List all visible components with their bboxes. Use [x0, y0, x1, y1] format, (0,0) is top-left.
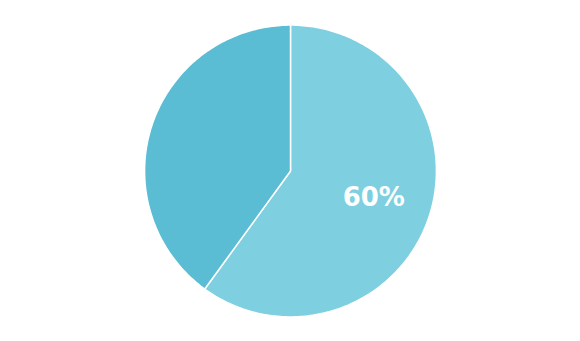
svg-text:60%: 60%	[343, 182, 405, 212]
